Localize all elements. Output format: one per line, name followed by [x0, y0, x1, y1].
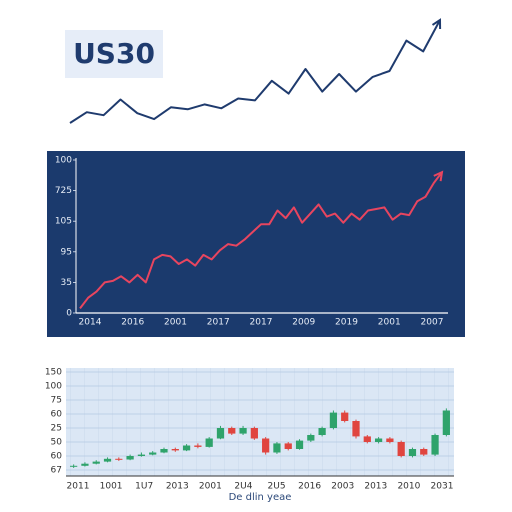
x-axis-title: De dlin yeae	[229, 492, 292, 503]
chart-title: US30	[73, 37, 155, 70]
y-tick-label: 95	[61, 247, 72, 257]
candle-body	[126, 456, 134, 460]
x-tick-label: 2016	[298, 482, 321, 492]
x-tick-label: 2013	[166, 482, 189, 492]
candle-body	[137, 454, 146, 456]
y-tick-label: 60	[51, 452, 63, 462]
candle-body	[442, 410, 450, 435]
x-tick-label: 2001	[199, 482, 222, 492]
candle-body	[216, 428, 225, 439]
x-tick-label: 2009	[292, 318, 315, 328]
x-tick-label: 2031	[431, 482, 454, 492]
x-tick-label: 1001	[100, 482, 123, 492]
x-tick-label: 2001	[378, 318, 401, 328]
x-tick-label: 1U7	[135, 482, 153, 492]
y-tick-label: 105	[55, 217, 72, 227]
candle-body	[250, 428, 258, 439]
x-tick-label: 2014	[79, 318, 102, 328]
x-tick-label: 2019	[335, 318, 358, 328]
candle-body	[374, 438, 383, 442]
title-box	[65, 30, 163, 78]
candle-body	[329, 412, 338, 428]
grid-pattern	[66, 368, 454, 476]
arrow-head	[433, 170, 444, 182]
candle-body	[239, 428, 247, 434]
candle-body	[182, 445, 191, 451]
candle-body	[160, 449, 168, 453]
candle-body	[194, 445, 202, 447]
candle-body	[295, 440, 304, 449]
x-tick-label: 2017	[250, 318, 273, 328]
arrow-head	[431, 18, 442, 30]
x-tick-label: 2017	[207, 318, 230, 328]
y-tick-label: 75	[51, 396, 62, 406]
candle-body	[420, 449, 428, 455]
candle-body	[262, 438, 270, 453]
y-tick-label: 100	[45, 382, 62, 392]
x-tick-label: 2013	[364, 482, 387, 492]
candle-body	[115, 458, 123, 460]
candle-body	[81, 463, 89, 466]
candle-body	[205, 438, 213, 447]
y-tick-label: 50	[51, 438, 63, 448]
candle-body	[408, 449, 417, 456]
x-tick-label: 2016	[121, 318, 144, 328]
candle-body	[397, 442, 405, 456]
chart-panel	[45, 149, 467, 339]
candle-body	[341, 412, 349, 421]
candle-body	[363, 436, 371, 442]
candle-body	[103, 458, 112, 462]
y-tick-label: 67	[51, 466, 62, 476]
candle-body	[352, 421, 360, 437]
y-tick-label: 150	[45, 368, 62, 378]
charts: 0 35 95 105 725 100 2014 2016 2001 2017 2017 2009 20…	[45, 18, 454, 503]
y-tick-label: 0	[66, 309, 72, 319]
candle-body	[284, 443, 292, 449]
candle-body	[307, 435, 315, 441]
y-tick-label: 60	[51, 410, 63, 420]
candle-body	[70, 465, 78, 467]
y-tick-label: 100	[55, 156, 72, 166]
candle-body	[92, 461, 100, 464]
candle-body	[431, 435, 439, 455]
candle-body	[149, 452, 157, 455]
x-tick-label: 2010	[397, 482, 420, 492]
x-tick-label: 2007	[421, 318, 444, 328]
candle-body	[386, 438, 394, 442]
x-tick-label: 2U5	[268, 482, 286, 492]
y-tick-label: 25	[51, 424, 62, 434]
x-tick-label: 2U4	[234, 482, 252, 492]
y-tick-label: 35	[61, 278, 72, 288]
candle-body	[273, 443, 281, 453]
y-tick-label: 725	[55, 186, 72, 196]
data-line	[79, 171, 443, 310]
x-tick-label: 2003	[331, 482, 354, 492]
x-tick-label: 2001	[164, 318, 187, 328]
candle-body	[318, 428, 326, 435]
data-line	[69, 19, 441, 124]
candle-body	[228, 428, 236, 434]
candle-body	[171, 449, 179, 451]
x-tick-label: 2011	[67, 482, 90, 492]
